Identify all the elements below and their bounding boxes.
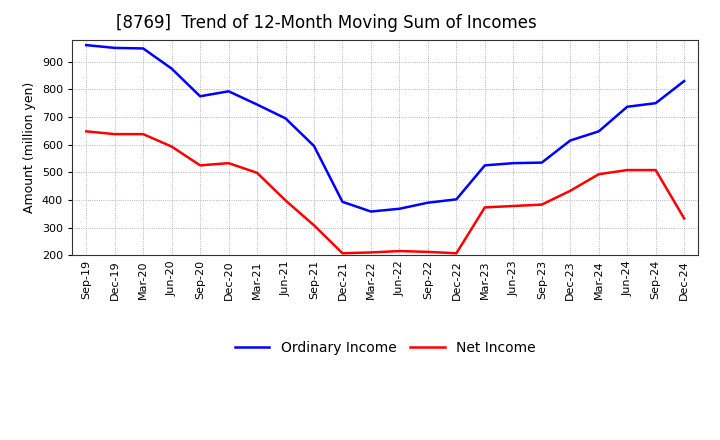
Ordinary Income [253, 102, 261, 107]
Ordinary Income [167, 66, 176, 71]
Ordinary Income [623, 104, 631, 110]
Net Income [139, 132, 148, 137]
Net Income [537, 202, 546, 207]
Net Income [225, 161, 233, 166]
Line: Net Income: Net Income [86, 132, 684, 253]
Ordinary Income [423, 200, 432, 205]
Y-axis label: Amount (million yen): Amount (million yen) [23, 82, 36, 213]
Net Income [452, 251, 461, 256]
Ordinary Income [566, 138, 575, 143]
Legend: Ordinary Income, Net Income: Ordinary Income, Net Income [229, 335, 541, 360]
Text: [8769]  Trend of 12-Month Moving Sum of Incomes: [8769] Trend of 12-Month Moving Sum of I… [116, 15, 536, 33]
Net Income [680, 216, 688, 221]
Net Income [509, 203, 518, 209]
Net Income [196, 163, 204, 168]
Net Income [310, 223, 318, 228]
Net Income [167, 144, 176, 149]
Line: Ordinary Income: Ordinary Income [86, 45, 684, 212]
Net Income [566, 188, 575, 194]
Net Income [338, 251, 347, 256]
Ordinary Income [282, 116, 290, 121]
Ordinary Income [395, 206, 404, 211]
Ordinary Income [196, 94, 204, 99]
Net Income [253, 170, 261, 176]
Net Income [595, 172, 603, 177]
Ordinary Income [225, 88, 233, 94]
Ordinary Income [139, 46, 148, 51]
Ordinary Income [110, 45, 119, 51]
Ordinary Income [452, 197, 461, 202]
Net Income [423, 249, 432, 254]
Ordinary Income [82, 43, 91, 48]
Net Income [82, 129, 91, 134]
Ordinary Income [652, 100, 660, 106]
Ordinary Income [338, 199, 347, 205]
Ordinary Income [680, 78, 688, 84]
Net Income [110, 132, 119, 137]
Net Income [623, 168, 631, 173]
Ordinary Income [310, 143, 318, 149]
Net Income [395, 249, 404, 254]
Net Income [282, 198, 290, 203]
Ordinary Income [509, 161, 518, 166]
Net Income [652, 168, 660, 173]
Ordinary Income [366, 209, 375, 214]
Net Income [480, 205, 489, 210]
Net Income [366, 250, 375, 255]
Ordinary Income [595, 129, 603, 134]
Ordinary Income [537, 160, 546, 165]
Ordinary Income [480, 163, 489, 168]
